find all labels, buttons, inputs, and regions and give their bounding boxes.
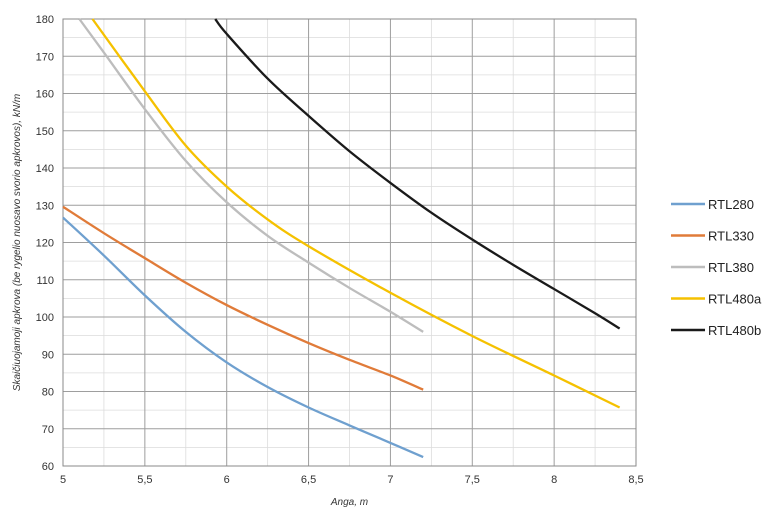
y-tick-label: 150: [36, 126, 54, 138]
y-tick-label: 110: [36, 275, 54, 287]
series-line-rtl480a: [91, 18, 621, 409]
legend-label: RTL280: [708, 197, 754, 212]
legend-item-rtl280: RTL280: [671, 197, 754, 212]
x-tick-label: 6,5: [301, 474, 316, 486]
y-tick-label: 90: [42, 349, 54, 361]
legend-label: RTL480b: [708, 323, 761, 338]
series-line-rtl380: [78, 18, 424, 333]
y-tick-label: 120: [36, 238, 54, 250]
legend-item-rtl380: RTL380: [671, 260, 754, 275]
legend-label: RTL480a: [708, 292, 762, 307]
y-tick-label: 160: [36, 89, 54, 101]
y-tick-label: 70: [42, 424, 54, 436]
y-axis-tick-labels: 60 70 80 90 100 110 120 130 140 150 160 170 180: [36, 14, 54, 473]
x-tick-label: 6: [224, 474, 230, 486]
legend-item-rtl480b: RTL480b: [671, 323, 761, 338]
y-tick-label: 170: [36, 51, 54, 63]
y-tick-label: 80: [42, 387, 54, 399]
y-tick-label: 130: [36, 200, 54, 212]
legend: RTL280 RTL330 RTL380 RTL480a RTL480b: [671, 197, 762, 338]
series-line-rtl480b: [214, 18, 621, 330]
x-tick-label: 5: [60, 474, 66, 486]
x-tick-label: 8: [551, 474, 557, 486]
y-axis-title: Skaičiuojamoji apkrova (be rygelio nuosa…: [12, 94, 23, 391]
series-line-rtl330: [62, 205, 424, 391]
y-tick-label: 60: [42, 461, 54, 473]
legend-item-rtl330: RTL330: [671, 229, 754, 244]
y-tick-label: 140: [36, 163, 54, 175]
x-axis-tick-labels: 5 5,5 6 6,5 7 7,5 8 8,5: [60, 474, 644, 486]
y-tick-label: 180: [36, 14, 54, 26]
plot-border: [62, 18, 637, 467]
y-tick-label: 100: [36, 312, 54, 324]
series-lines: [62, 18, 621, 459]
series-line-rtl280: [62, 216, 424, 459]
legend-label: RTL380: [708, 260, 754, 275]
x-axis-title: Anga, m: [330, 497, 368, 508]
x-tick-label: 7: [387, 474, 393, 486]
plot-area-border: [62, 18, 637, 467]
x-tick-label: 8,5: [628, 474, 643, 486]
legend-item-rtl480a: RTL480a: [671, 292, 762, 307]
x-tick-label: 5,5: [137, 474, 152, 486]
x-tick-label: 7,5: [465, 474, 480, 486]
legend-label: RTL330: [708, 229, 754, 244]
